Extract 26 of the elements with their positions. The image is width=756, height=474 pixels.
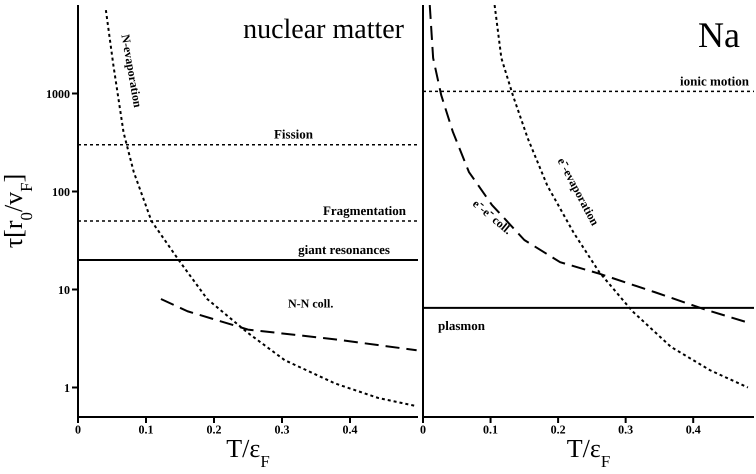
ref-line-label: giant resonances <box>298 242 390 257</box>
ref-line-label: ionic motion <box>680 73 750 88</box>
y-tick-label: 10 <box>58 282 70 297</box>
ref-line-label: Fission <box>274 126 314 142</box>
y-tick-label: 1 <box>64 380 70 395</box>
x-axis-title: T/ε$_{F}$ <box>566 434 610 470</box>
x-tick-label: 0 <box>420 422 426 437</box>
text: e⁻-e⁻ coll. <box>470 196 515 238</box>
y-tick-label: 100 <box>52 184 70 199</box>
x-tick-label: 0.4 <box>686 422 701 437</box>
x-tick-label: 0.3 <box>274 422 290 437</box>
x-tick-label: 0.3 <box>618 422 634 437</box>
x-tick-label: 0.4 <box>342 422 358 437</box>
text: N-evaporation <box>118 33 146 109</box>
x-tick-label: 0 <box>75 422 81 437</box>
x-tick-label: 0.2 <box>550 422 566 437</box>
x-tick-label: 0.2 <box>206 422 222 437</box>
ref-line-label: Fragmentation <box>322 203 407 218</box>
series-label: N-N coll. <box>288 296 334 311</box>
x-tick-label: 0.1 <box>138 422 154 437</box>
y-tick-label: 1000 <box>46 86 70 101</box>
x-axis-title: T/ε$_{F}$ <box>226 434 270 470</box>
chart-title: Na <box>698 14 740 56</box>
ref-line-label: plasmon <box>438 318 486 333</box>
chart-title: nuclear matter <box>243 14 404 46</box>
x-tick-label: 0.1 <box>483 422 498 437</box>
